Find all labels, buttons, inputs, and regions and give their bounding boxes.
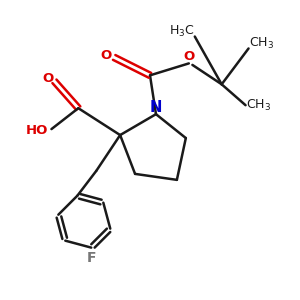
Text: O: O bbox=[100, 50, 111, 62]
Text: O: O bbox=[183, 50, 194, 63]
Text: F: F bbox=[86, 251, 96, 265]
Text: O: O bbox=[42, 72, 53, 86]
Text: CH$_3$: CH$_3$ bbox=[246, 98, 272, 113]
Text: CH$_3$: CH$_3$ bbox=[249, 35, 274, 51]
Text: N: N bbox=[150, 100, 162, 115]
Text: H$_3$C: H$_3$C bbox=[169, 24, 194, 39]
Text: HO: HO bbox=[25, 124, 48, 137]
